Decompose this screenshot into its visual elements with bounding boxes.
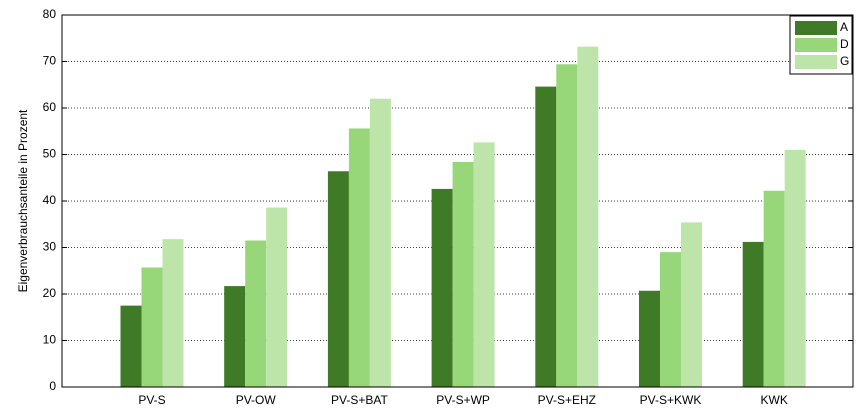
bar [120, 305, 142, 387]
y-axis-label: Eigenverbrauchsanteile in Prozent [16, 109, 30, 292]
y-tick-label: 60 [43, 100, 57, 114]
bar [639, 290, 660, 387]
y-tick-label: 70 [43, 54, 57, 68]
x-tick-label: PV-S+WP [436, 393, 490, 407]
y-tick-label: 20 [43, 286, 57, 300]
legend-label: A [840, 20, 848, 34]
bar [348, 128, 370, 387]
x-tick-label: PV-S [138, 393, 165, 407]
x-tick-label: KWK [761, 393, 788, 407]
legend-label: D [840, 37, 849, 51]
bar [431, 188, 453, 387]
y-tick-label: 0 [49, 379, 56, 393]
legend-label: G [840, 54, 849, 68]
y-tick-label: 30 [43, 240, 57, 254]
bar [535, 86, 557, 388]
bar [556, 64, 578, 387]
bar [660, 252, 681, 387]
x-tick-label: PV-S+KWK [640, 393, 702, 407]
bar [327, 171, 349, 387]
x-tick-label: PV-OW [236, 393, 277, 407]
x-tick-label: PV-S+EHZ [538, 393, 596, 407]
bar [266, 207, 288, 387]
bar [784, 149, 806, 387]
bar [245, 240, 267, 387]
bar [162, 239, 184, 387]
legend-swatch [795, 55, 837, 69]
y-tick-label: 50 [43, 147, 57, 161]
plot-frame [61, 14, 854, 388]
bar [452, 161, 474, 387]
bar [742, 241, 764, 387]
bar [141, 267, 163, 387]
y-tick-label: 40 [43, 193, 57, 207]
bar [681, 222, 702, 387]
bar [369, 98, 391, 387]
y-tick-label: 80 [43, 7, 57, 21]
bar [224, 286, 246, 387]
bar [473, 142, 495, 387]
bar [577, 46, 599, 388]
y-tick-label: 10 [43, 333, 57, 347]
legend-swatch [795, 21, 837, 35]
legend-swatch [795, 38, 837, 52]
bar [763, 190, 785, 387]
x-tick-label: PV-S+BAT [331, 393, 388, 407]
